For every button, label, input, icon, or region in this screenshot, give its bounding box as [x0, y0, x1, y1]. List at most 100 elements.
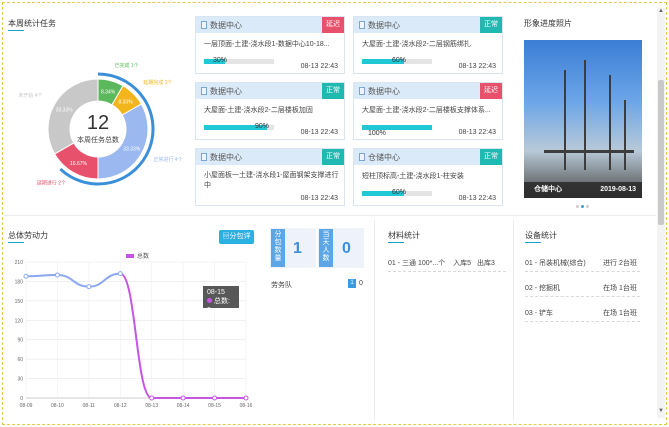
weekly-title: 本周统计任务 — [8, 19, 56, 28]
x-tick-label: 08-15 — [208, 403, 221, 408]
y-tick-label: 150 — [15, 299, 24, 305]
task-card-header: 数据中心 正常 — [354, 17, 502, 33]
detail-icon: ▤ — [222, 233, 230, 240]
data-point[interactable] — [117, 271, 123, 277]
data-point[interactable] — [149, 395, 155, 401]
data-point[interactable] — [243, 395, 249, 401]
document-icon — [201, 21, 207, 29]
team-badge: 1 — [348, 279, 356, 288]
y-tick-label: 90 — [17, 338, 23, 344]
equipment-row[interactable]: 02 - 挖掘机 在场 1台班 — [525, 285, 637, 292]
data-point[interactable] — [86, 284, 92, 290]
task-card-name: 一层顶面-土建-浇水段1-数据中心10-18... — [204, 41, 330, 48]
y-tick-label: 180 — [15, 279, 24, 285]
team-count: 0 — [359, 280, 363, 287]
task-progress-bar — [204, 59, 274, 64]
labor-title-underline — [8, 242, 24, 243]
row-divider — [525, 321, 640, 322]
donut-outer-label: 延期进行 2个 — [37, 179, 66, 186]
task-card[interactable]: 仓储中心 正常短柱顶标高-土建-浇水段1-柱安装 60% 08-13 22:43 — [353, 148, 503, 206]
photo-scaffold — [584, 60, 586, 170]
y-tick-label: 30 — [17, 377, 23, 383]
progress-photo[interactable]: 仓储中心 2019-08-13 — [524, 40, 642, 198]
photo-carousel-dots[interactable] — [576, 203, 591, 210]
sub-count-value: 1 — [293, 240, 302, 257]
status-badge: 正常 — [480, 149, 502, 165]
x-tick-label: 08-09 — [20, 403, 33, 408]
scrollbar-thumb[interactable] — [658, 80, 664, 225]
document-icon — [359, 87, 365, 95]
scroll-up-icon[interactable]: ▲ — [658, 8, 664, 14]
task-card[interactable]: 数据中心 正常小屋面板一土建-浇水段1-屋面钢架支撑进行中 08-13 22:43 — [195, 148, 345, 206]
subcontract-detail-button[interactable]: ▤分包详 — [219, 230, 254, 244]
y-tick-label: 210 — [15, 260, 24, 266]
donut-slice-pct: 33.33% — [123, 147, 141, 153]
task-card[interactable]: 数据中心 延迟 大屋面-土建-浇水段2-二层楼板支撑体系... 100% 08-13 2… — [353, 82, 503, 140]
task-card-date: 08-13 22:43 — [300, 195, 338, 202]
legend-swatch — [126, 254, 134, 258]
donut-slice[interactable] — [47, 78, 99, 155]
task-card[interactable]: 数据中心 正常 大屋面-土建-浇水段2-二层钢筋绑扎 60% 08-13 22:43 — [353, 16, 503, 74]
task-card-name: 大屋面-土建-浇水段2-二层楼板加固 — [204, 107, 313, 114]
task-card-name: 短柱顶标高-土建-浇水段1-柱安装 — [362, 173, 464, 180]
weekly-donut-chart: 12 本周任务总数 8.34% 已完成 1个 8.33% 延期完成 1个 33.33% 正… — [18, 62, 182, 186]
task-card-name: 小屋面板一土建-浇水段1-屋面钢架支撑进行中 — [204, 172, 339, 189]
task-card-header: 数据中心 正常 — [196, 83, 344, 99]
task-card-title: 数据中心 — [368, 21, 400, 30]
x-tick-label: 08-16 — [240, 403, 253, 408]
task-progress-label: 100% — [368, 130, 386, 137]
series-line — [25, 272, 121, 288]
donut-outer-label: 正常进行 4个 — [153, 156, 182, 163]
status-badge: 正常 — [480, 17, 502, 33]
task-progress-bar — [362, 125, 432, 130]
photo-caption-site: 仓储中心 — [534, 186, 562, 193]
team-row[interactable]: 劳务队 1 0 — [271, 279, 365, 290]
photo-caption-date: 2019-08-13 — [600, 186, 636, 193]
task-card-title: 数据中心 — [210, 153, 242, 162]
x-tick-label: 08-10 — [51, 403, 64, 408]
status-badge: 正常 — [322, 149, 344, 165]
task-card-date: 08-13 22:43 — [458, 195, 496, 202]
data-point[interactable] — [23, 273, 29, 279]
task-card-name: 大屋面-土建-浇水段2-二层楼板支撑体系... — [362, 107, 491, 114]
donut-slice-pct: 16.67% — [70, 161, 88, 167]
y-tick-label: 0 — [20, 396, 23, 402]
workers-value: 0 — [342, 240, 351, 257]
donut-progress-ring — [59, 72, 155, 186]
task-card[interactable]: 数据中心 延迟 一层顶面-土建-浇水段1-数据中心10-18... 30% 08-13 … — [195, 16, 345, 74]
equipment-row[interactable]: 01 - 吊装机械(综合) 进行 2台班 — [525, 260, 637, 267]
photo-title: 形象进度照片 — [524, 19, 572, 28]
task-card-name: 大屋面-土建-浇水段2-二层钢筋绑扎 — [362, 41, 471, 48]
equipment-row[interactable]: 03 - 铲车 在场 1台班 — [525, 310, 637, 317]
sub-count-label: 分包数量 — [271, 229, 285, 267]
donut-slice-pct: 33.33% — [56, 107, 74, 113]
weekly-total-label: 本周任务总数 — [77, 135, 119, 144]
task-card[interactable]: 数据中心 正常 大屋面-土建-浇水段2-二层楼板加固 90% 08-13 22:43 — [195, 82, 345, 140]
series-line — [119, 272, 246, 399]
data-point[interactable] — [212, 395, 218, 401]
task-progress-label: 30% — [213, 57, 228, 64]
chart-tooltip: 08-15 总数: 0 — [203, 286, 239, 314]
document-icon — [359, 153, 365, 161]
status-badge: 延迟 — [480, 83, 502, 99]
data-point[interactable] — [180, 395, 186, 401]
row-divider — [525, 296, 640, 297]
task-progress-bar — [362, 191, 432, 196]
x-tick-label: 08-12 — [114, 403, 127, 408]
x-tick-label: 08-11 — [83, 403, 96, 408]
section-divider — [513, 220, 514, 420]
task-progress-label: 90% — [255, 123, 270, 130]
photo-scaffold — [609, 75, 611, 170]
task-card-title: 仓储中心 — [368, 153, 400, 162]
scroll-down-icon[interactable]: ▼ — [658, 408, 664, 414]
materials-title-underline — [388, 242, 404, 243]
task-card-title: 数据中心 — [210, 87, 242, 96]
data-point[interactable] — [54, 272, 60, 278]
y-tick-label: 60 — [17, 357, 23, 363]
material-row[interactable]: 01 - 三通 100*...个 入库5 出库3 — [388, 260, 495, 267]
status-badge: 延迟 — [322, 17, 344, 33]
donut-outer-label: 未开始 4个 — [18, 92, 42, 99]
x-tick-label: 08-14 — [177, 403, 190, 408]
task-progress-label: 60% — [392, 189, 407, 196]
photo-caption: 仓储中心 2019-08-13 — [524, 182, 642, 198]
